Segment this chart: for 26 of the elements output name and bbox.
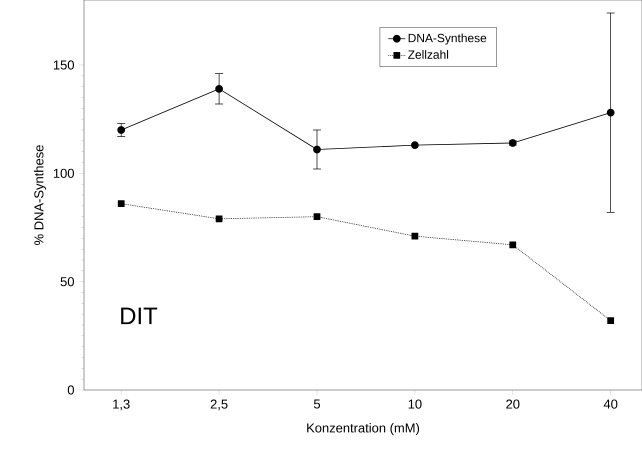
point xyxy=(314,213,320,220)
annotation: DIT xyxy=(121,308,158,324)
x-tick-label: 10 xyxy=(408,400,422,409)
x-axis-title: Konzentration (mM) xyxy=(307,423,420,436)
legend-label: DNA-Synthese xyxy=(408,33,486,45)
y-tick-label: 0 xyxy=(68,385,74,395)
x-tick-label: 1,3 xyxy=(113,400,130,410)
point xyxy=(117,126,126,134)
x-tick-label: 20 xyxy=(506,400,520,409)
point xyxy=(118,200,125,208)
point xyxy=(313,146,321,154)
point xyxy=(411,232,418,240)
x-tick-label: 2,5 xyxy=(210,400,228,410)
x-tick-label: 5 xyxy=(314,400,320,409)
y-tick-label: 50 xyxy=(60,277,74,286)
point xyxy=(411,141,419,150)
y-tick-label: 150 xyxy=(54,60,74,70)
point xyxy=(509,241,516,248)
legend-label: Zellzahl xyxy=(408,50,448,59)
x-tick-label: 40 xyxy=(604,400,618,409)
point xyxy=(607,317,614,324)
y-tick-label: 100 xyxy=(54,168,74,178)
point xyxy=(606,108,615,117)
y-axis-title: % DNA-Synthese xyxy=(34,145,46,245)
point xyxy=(216,215,222,222)
point xyxy=(215,84,223,93)
